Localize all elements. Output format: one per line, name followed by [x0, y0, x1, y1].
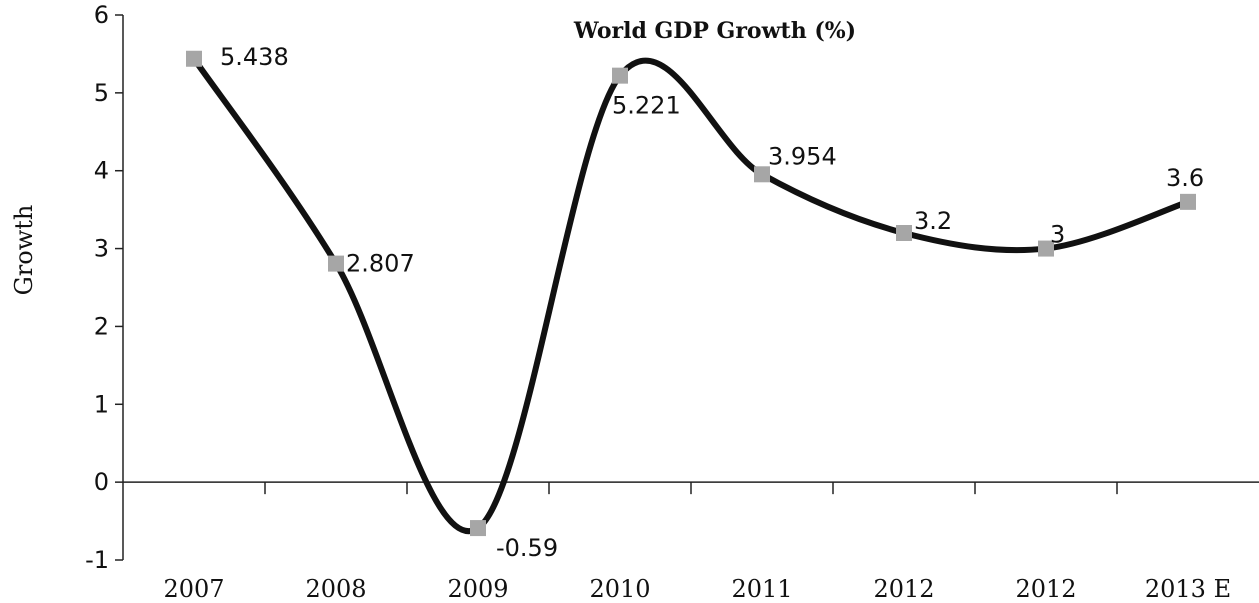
y-tick-label: 0	[94, 468, 109, 496]
x-tick-label: 2007	[163, 575, 224, 603]
data-point	[186, 50, 202, 67]
y-tick-label: 3	[94, 235, 109, 263]
x-tick-label: 2013 E	[1145, 575, 1231, 603]
series-line	[191, 55, 1191, 534]
y-tick-label: 4	[94, 157, 109, 185]
y-axis-title: Growth	[10, 205, 38, 296]
data-point	[896, 225, 912, 241]
data-point	[1180, 193, 1196, 210]
y-tick-label: 2	[94, 312, 109, 340]
x-tick-label: 2011	[731, 575, 792, 603]
data-label: 3.6	[1166, 164, 1204, 192]
data-label: 3	[1050, 221, 1065, 249]
data-label: 5.221	[612, 92, 681, 120]
data-label: 3.2	[914, 207, 952, 235]
chart-title: World GDP Growth (%)	[573, 18, 856, 44]
y-tick-label: 6	[94, 1, 109, 29]
data-label: 2.807	[346, 250, 415, 278]
data-point	[1038, 240, 1054, 257]
x-tick-label: 2012	[1015, 575, 1076, 603]
x-tick-label: 2008	[305, 575, 366, 603]
x-tick-label: 2009	[447, 575, 508, 603]
series-group: 5.438 2.807 -0.59 5.221 3.954 3.2 3 3.6	[186, 43, 1204, 562]
data-point	[612, 67, 628, 84]
y-tick-label: 1	[94, 390, 109, 418]
data-label: 3.954	[768, 142, 837, 170]
y-tick-label: 5	[94, 79, 109, 107]
data-label: 5.438	[220, 43, 289, 71]
y-tick-label: -1	[85, 546, 109, 574]
axes: -1 0 1 2 3 4 5 6 2007 2008 2009 2010 2011 2012 2012 201…	[85, 1, 1259, 603]
data-point	[470, 520, 486, 537]
data-point	[754, 166, 770, 183]
data-label: -0.59	[496, 534, 558, 562]
x-tick-label: 2010	[589, 575, 650, 603]
data-point	[328, 255, 344, 272]
x-tick-label: 2012	[873, 575, 934, 603]
